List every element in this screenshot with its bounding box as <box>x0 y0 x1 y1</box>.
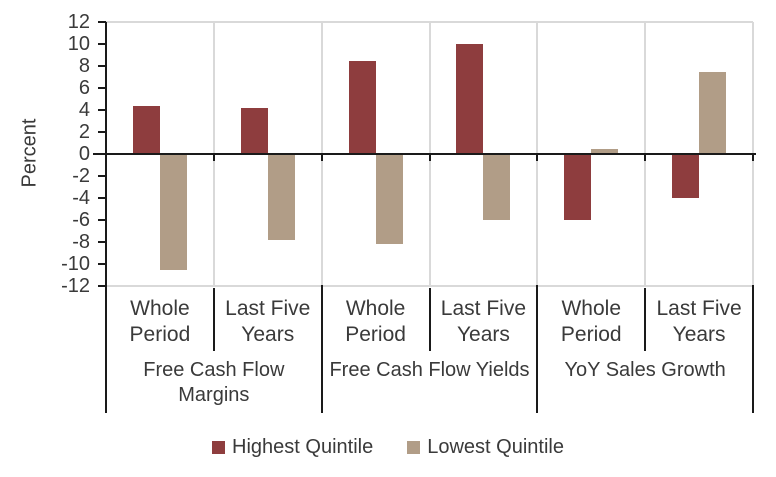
y-axis-tick <box>98 241 106 243</box>
y-axis-tick <box>98 43 106 45</box>
bar-lowest-quintile <box>267 154 295 240</box>
bar-highest-quintile <box>564 154 592 220</box>
y-tick-label: 0 <box>78 143 90 165</box>
y-axis-tick <box>98 197 106 199</box>
zero-line-tick <box>752 154 754 161</box>
y-axis-tick <box>98 285 106 287</box>
y-axis-line <box>105 22 107 413</box>
bar-highest-quintile <box>672 154 700 198</box>
y-axis-tick <box>98 175 106 177</box>
y-tick-label: -12 <box>61 275 90 297</box>
y-tick-label: 4 <box>78 99 90 121</box>
legend-item-highest-quintile: Highest Quintile <box>212 436 373 459</box>
plot-bottom-gridline <box>106 285 753 287</box>
zero-line-tick <box>644 154 647 161</box>
y-axis-tick <box>98 109 106 111</box>
category-label: Last Five Years <box>440 297 526 346</box>
group-separator <box>752 285 754 413</box>
legend-label-lowest-quintile: Lowest Quintile <box>427 436 564 458</box>
legend-label-highest-quintile: Highest Quintile <box>232 436 374 458</box>
sub-category-separator <box>644 288 647 351</box>
y-axis-tick <box>98 65 106 67</box>
bar-highest-quintile <box>456 44 484 154</box>
legend-item-lowest-quintile: Lowest Quintile <box>407 436 564 459</box>
zero-line-tick <box>428 154 431 161</box>
y-tick-label: -6 <box>72 209 90 231</box>
zero-line-tick <box>320 154 323 161</box>
y-axis-tick <box>93 153 106 155</box>
x-axis-zero-line <box>106 153 756 155</box>
legend-swatch-lowest-quintile-icon <box>407 441 421 454</box>
group-label: Free Cash Flow Yields <box>329 359 530 381</box>
zero-line-tick <box>536 154 539 161</box>
group-label: Free Cash Flow Margins <box>143 359 285 406</box>
y-tick-label: 6 <box>78 77 90 99</box>
y-axis-tick <box>98 263 106 265</box>
y-tick-label: 12 <box>67 11 90 33</box>
category-label: Last Five Years <box>656 297 742 346</box>
y-tick-label: 2 <box>78 121 90 143</box>
bar-lowest-quintile <box>159 154 187 270</box>
group-separator <box>536 285 539 413</box>
category-label: Whole Period <box>345 297 406 346</box>
y-axis-tick <box>98 131 106 133</box>
category-label: Last Five Years <box>225 297 311 346</box>
y-tick-label: 10 <box>67 33 90 55</box>
group-separator <box>320 285 323 413</box>
y-tick-label: -2 <box>72 165 90 187</box>
sub-category-separator <box>212 288 215 351</box>
bar-highest-quintile <box>240 107 268 154</box>
y-tick-label: -10 <box>61 253 90 275</box>
bar-lowest-quintile <box>699 71 727 154</box>
y-axis-tick <box>98 219 106 221</box>
bar-lowest-quintile <box>375 154 403 245</box>
sub-category-separator <box>428 288 431 351</box>
legend: Highest Quintile Lowest Quintile <box>0 436 776 459</box>
y-axis-tick <box>98 87 106 89</box>
category-label: Whole Period <box>129 297 191 346</box>
bar-highest-quintile <box>132 105 160 154</box>
group-label: YoY Sales Growth <box>564 359 726 381</box>
y-tick-label: -8 <box>72 231 90 253</box>
legend-swatch-highest-quintile-icon <box>212 441 226 454</box>
y-tick-label: 8 <box>78 55 90 77</box>
y-axis-tick <box>98 21 106 23</box>
category-label: Whole Period <box>560 297 622 346</box>
bar-lowest-quintile <box>591 148 619 154</box>
bar-lowest-quintile <box>483 154 511 220</box>
zero-line-tick <box>212 154 215 161</box>
bar-highest-quintile <box>348 60 376 154</box>
y-tick-label: -4 <box>72 187 90 209</box>
